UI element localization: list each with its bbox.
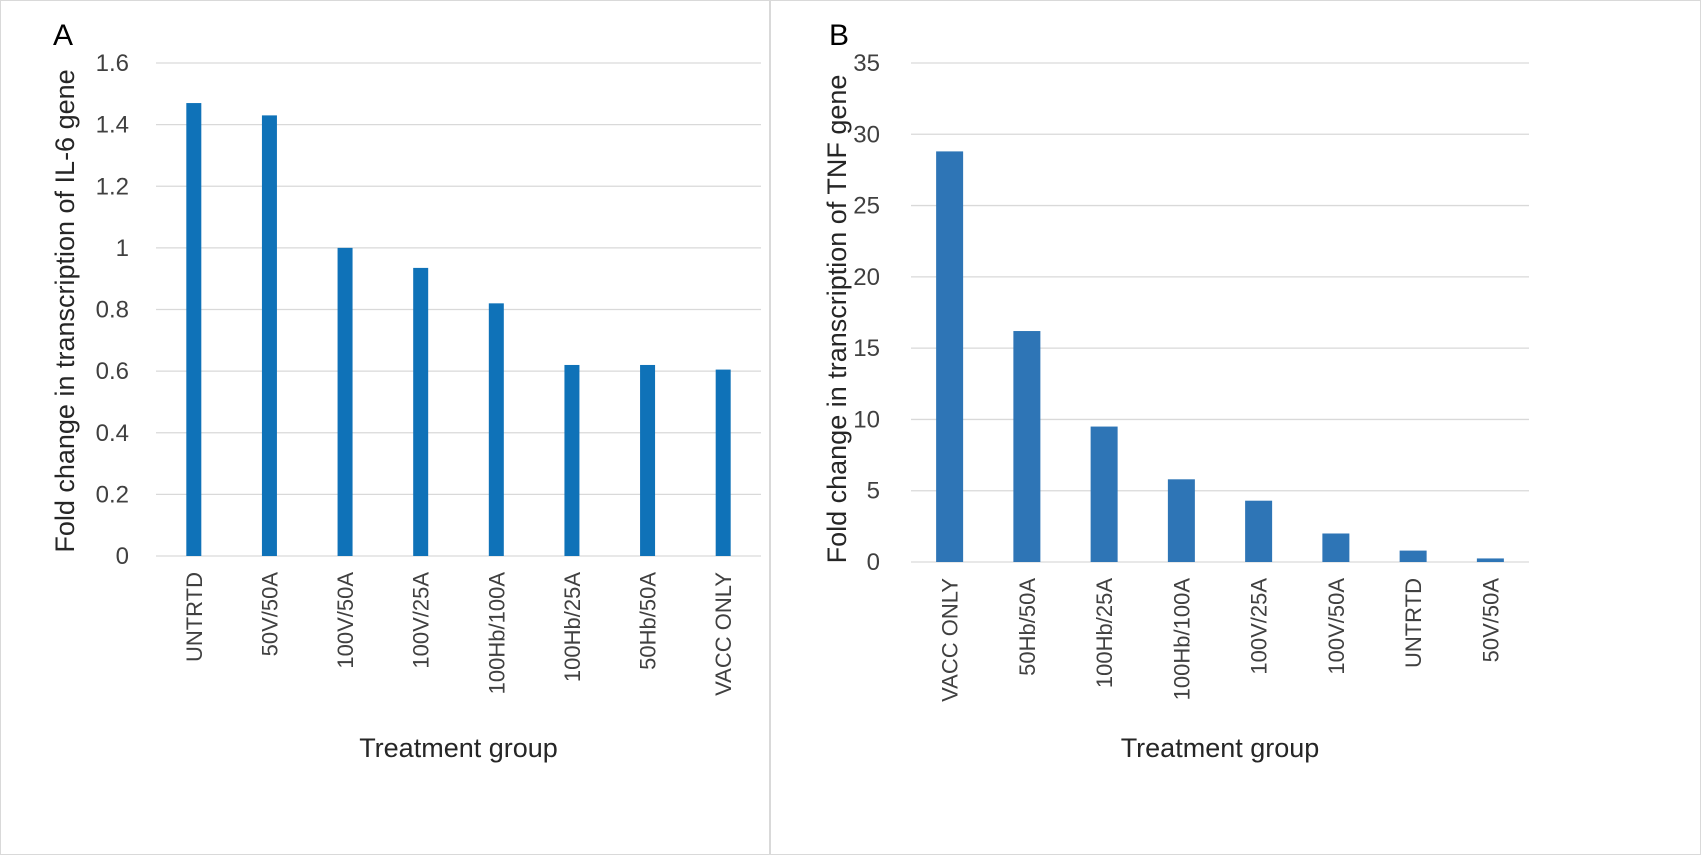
bar [1476, 558, 1504, 562]
y-tick-label: 35 [853, 50, 880, 77]
y-tick-label: 1 [116, 235, 129, 262]
x-tick-label: VACC ONLY [938, 578, 963, 702]
x-tick-label: VACC ONLY [711, 572, 736, 696]
x-tick-label: 100V/50A [333, 572, 358, 669]
x-tick-label: 100Hb/25A [560, 572, 585, 682]
bar [488, 303, 504, 556]
y-tick-label: 0 [867, 549, 880, 576]
x-tick-label: 100V/25A [409, 572, 434, 669]
bar [1399, 550, 1427, 562]
y-tick-label: 0 [116, 543, 129, 570]
bar [564, 364, 580, 556]
y-axis-title: Fold change in transcription of IL-6 gen… [50, 69, 80, 552]
y-tick-label: 25 [853, 193, 880, 220]
x-tick-label: 100Hb/25A [1092, 578, 1117, 688]
y-tick-label: 0.2 [96, 481, 129, 508]
chart-panel-b: B 0 5 10 15 20 25 30 35 VACC ONLY 50Hb/50A 100Hb/… [770, 0, 1701, 855]
y-tick-label: 1.4 [96, 112, 129, 139]
x-tick-label: 50V/50A [257, 572, 282, 657]
bar [715, 369, 731, 556]
bar [640, 364, 656, 556]
x-tick-label: 100V/50A [1324, 578, 1349, 675]
bar [1167, 479, 1195, 562]
x-tick-label: 100Hb/100A [484, 572, 509, 695]
x-tick-label: UNTRTD [182, 572, 207, 662]
x-tick-label: 100Hb/100A [1169, 578, 1194, 701]
bar [1090, 426, 1118, 562]
bar [337, 247, 353, 556]
y-tick-label: 0.4 [96, 420, 129, 447]
bar [186, 103, 202, 557]
x-tick-label: 100V/25A [1247, 578, 1272, 675]
y-tick-label: 1.6 [96, 50, 129, 77]
y-axis-title: Fold change in transcription of TNF gene [822, 75, 852, 564]
chart-b-svg: B 0 5 10 15 20 25 30 35 VACC ONLY 50Hb/50A 100Hb/… [822, 19, 1529, 763]
bar [1322, 533, 1350, 562]
x-axis-title: Treatment group [1121, 733, 1320, 763]
x-tick-label: 50V/50A [1478, 578, 1503, 663]
y-tick-label: 1.2 [96, 173, 129, 200]
y-tick-label: 20 [853, 264, 880, 291]
bar [261, 115, 277, 556]
panel-letter-a: A [53, 19, 73, 52]
x-tick-label: 50Hb/50A [1015, 578, 1040, 676]
chart-panel-a: A 0 0.2 0.4 0.6 0.8 1 1.2 1.4 1.6 UNTRTD 50V/50A 1… [0, 0, 770, 855]
y-tick-label: 0.8 [96, 297, 129, 324]
bar [1245, 500, 1273, 562]
bar [1013, 331, 1041, 562]
y-tick-label: 15 [853, 335, 880, 362]
panel-letter-b: B [829, 19, 849, 52]
bar [936, 151, 964, 562]
y-tick-label: 10 [853, 406, 880, 433]
chart-a-svg: A 0 0.2 0.4 0.6 0.8 1 1.2 1.4 1.6 UNTRTD 50V/50A 1… [50, 19, 761, 763]
x-tick-label: UNTRTD [1401, 578, 1426, 668]
y-tick-label: 30 [853, 121, 880, 148]
x-axis-title: Treatment group [359, 733, 558, 763]
y-tick-label: 0.6 [96, 358, 129, 385]
y-tick-label: 5 [867, 478, 880, 505]
x-tick-label: 50Hb/50A [636, 572, 661, 670]
bar [413, 267, 429, 556]
